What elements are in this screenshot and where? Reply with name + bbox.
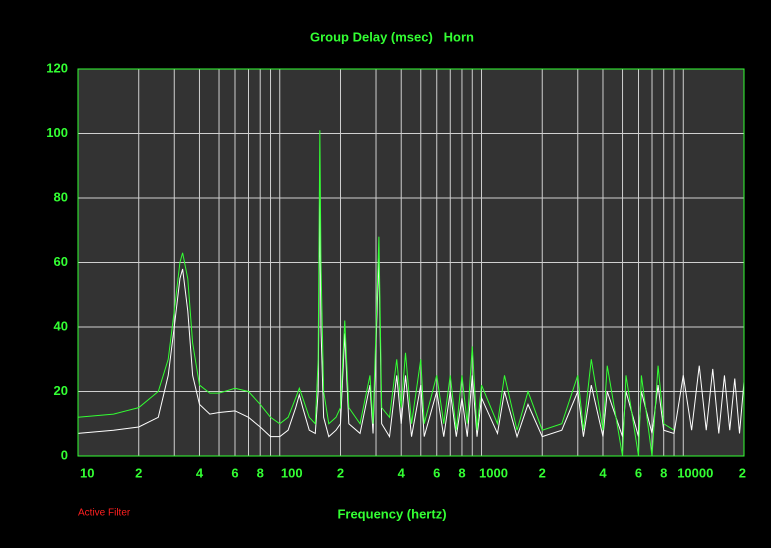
x-tick-label: 6 [635, 465, 642, 480]
x-tick-label: 8 [660, 465, 667, 480]
y-tick-label: 0 [61, 447, 68, 462]
series-line [77, 130, 675, 457]
plot-frame [77, 68, 745, 457]
x-tick-label: 1000 [479, 465, 508, 480]
x-tick-label: 8 [257, 465, 264, 480]
y-tick-label: 60 [54, 254, 68, 269]
x-tick-label: 4 [398, 465, 406, 480]
x-tick-label: 10 [80, 465, 94, 480]
x-tick-label: 6 [433, 465, 440, 480]
x-tick-label: 2 [337, 465, 344, 480]
y-tick-label: 120 [46, 60, 68, 75]
x-tick-label: 10000 [677, 465, 713, 480]
annotation: Active Filter [78, 508, 131, 519]
y-tick-label: 100 [46, 125, 68, 140]
x-tick-label: 100 [281, 465, 303, 480]
series-line [77, 197, 745, 439]
y-tick-label: 40 [54, 318, 68, 333]
x-tick-label: 8 [458, 465, 465, 480]
x-tick-label: 2 [135, 465, 142, 480]
x-axis-label: Frequency (hertz) [337, 506, 446, 521]
y-tick-label: 80 [54, 189, 68, 204]
chart-title: Group Delay (msec) Horn [310, 29, 474, 44]
x-tick-label: 2 [539, 465, 546, 480]
x-tick-label: 4 [196, 465, 204, 480]
x-tick-label: 2 [739, 465, 746, 480]
y-tick-label: 20 [54, 383, 68, 398]
x-tick-label: 4 [599, 465, 607, 480]
x-tick-label: 6 [231, 465, 238, 480]
